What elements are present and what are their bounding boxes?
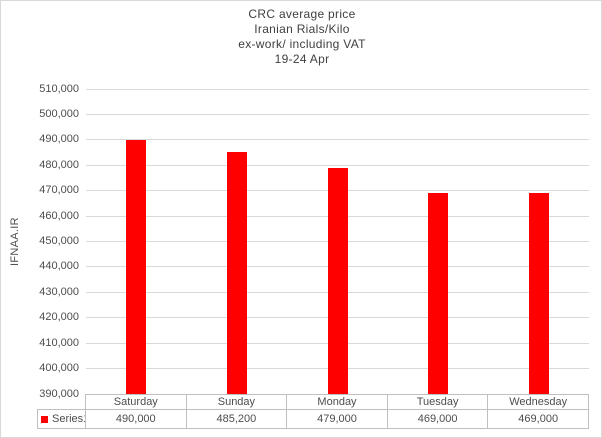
plot-area	[86, 89, 589, 394]
table-value-monday: 479,000	[287, 410, 388, 429]
bar-monday	[327, 167, 348, 394]
y-axis-tick-label: 440,000	[39, 260, 79, 273]
legend-key: Series1	[37, 410, 86, 429]
bar-sunday	[226, 152, 247, 394]
bar-tuesday	[428, 193, 449, 394]
chart-title-line-2: Iranian Rials/Kilo	[254, 22, 350, 36]
data-table: Saturday Sunday Monday Tuesday Wednesday Seri…	[37, 394, 589, 429]
y-axis-tick-label: 510,000	[39, 82, 79, 95]
table-header-wednesday: Wednesday	[488, 394, 589, 410]
y-axis-tick-label: 400,000	[39, 362, 79, 375]
bar-saturday	[126, 139, 147, 394]
table-header-sunday: Sunday	[186, 394, 288, 410]
y-axis-title: IFNAA.IR	[9, 217, 21, 266]
y-axis-tick-label: 490,000	[39, 133, 79, 146]
series-color-swatch	[41, 415, 48, 423]
y-axis-tick-label: 470,000	[39, 184, 79, 197]
table-value-saturday: 490,000	[86, 410, 187, 429]
gridline	[86, 113, 589, 115]
y-axis-tick-label: 480,000	[39, 158, 79, 171]
table-header-saturday: Saturday	[86, 394, 187, 410]
y-axis-tick-label: 500,000	[39, 107, 79, 120]
table-header-tuesday: Tuesday	[387, 394, 489, 410]
data-table-corner	[37, 394, 86, 410]
table-value-wednesday: 469,000	[488, 410, 589, 429]
y-axis-tick-label: 390,000	[39, 387, 79, 400]
series-name: Series1	[52, 413, 86, 425]
chart-title-line-3: ex-work/ including VAT	[238, 37, 366, 51]
y-axis-tick-label: 420,000	[39, 311, 79, 324]
gridline	[86, 139, 589, 141]
y-axis-tick-label: 410,000	[39, 336, 79, 349]
table-value-sunday: 485,200	[186, 410, 288, 429]
bar-wednesday	[528, 193, 549, 394]
y-axis-tick-label: 430,000	[39, 285, 79, 298]
gridline	[86, 88, 589, 90]
chart-title-line-1: CRC average price	[248, 7, 356, 21]
y-axis-tick-label: 450,000	[39, 235, 79, 247]
gridline	[86, 164, 589, 166]
y-axis-tick-label: 460,000	[39, 209, 79, 222]
chart-title: CRC average price Iranian Rials/Kilo ex-…	[1, 7, 601, 67]
table-value-tuesday: 469,000	[387, 410, 489, 429]
table-header-monday: Monday	[287, 394, 388, 410]
chart-title-line-4: 19-24 Apr	[274, 52, 330, 66]
